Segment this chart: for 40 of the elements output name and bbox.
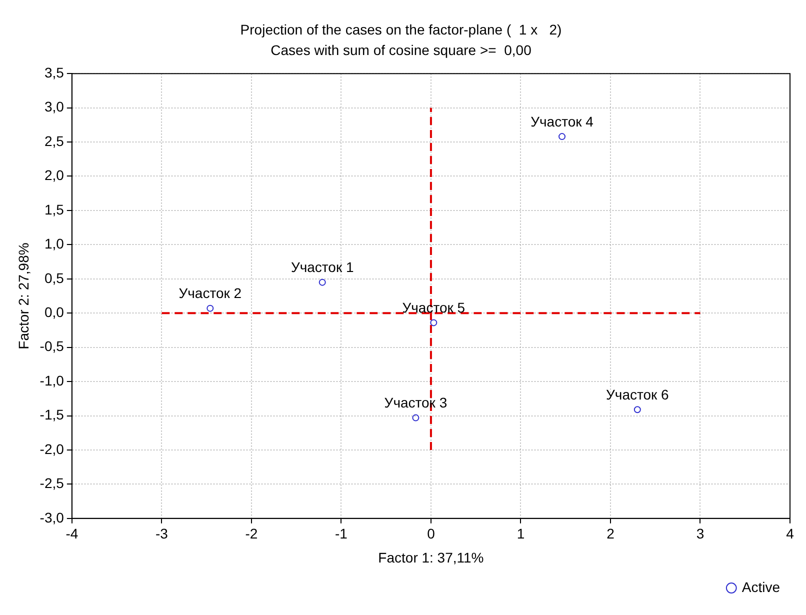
point	[634, 406, 641, 414]
point	[318, 278, 326, 286]
y-tick-label: 0,0	[44, 304, 64, 320]
x-tick-label: 0	[427, 526, 436, 542]
annotation: Участок 1	[290, 259, 354, 276]
x-axis-title: Factor 1: 37,11%	[378, 549, 484, 566]
y-tick-label: 0,5	[44, 270, 64, 286]
y-tick-label: 3,5	[44, 64, 64, 80]
point	[412, 414, 420, 422]
y-tick-label: -0,5	[40, 338, 64, 354]
y-tick-label: -3,0	[40, 509, 64, 526]
y-tick-label: -2,5	[40, 475, 64, 492]
point	[430, 319, 438, 326]
x-tick-label: 1	[516, 526, 525, 542]
x-tick-label: -4	[66, 526, 78, 542]
y-tick-label: -1,5	[40, 406, 64, 423]
x-tick-label: -2	[245, 526, 258, 542]
chart-subtitle: Cases with sum of cosine square >= 0,00	[270, 42, 532, 58]
y-tick-label: -2,0	[40, 440, 64, 457]
y-tick-label: 1,0	[44, 236, 64, 252]
annotation: Участок 4	[530, 113, 594, 130]
x-tick-label: 4	[786, 526, 794, 542]
x-tick-label: -3	[155, 526, 168, 542]
y-tick-label: -1,0	[40, 372, 64, 388]
chart-title: Projection of the cases on the factor-plane ( 1 x 2)	[240, 21, 562, 38]
annotation: Участок 3	[384, 394, 448, 411]
point	[206, 304, 214, 312]
y-tick-label: 2,5	[44, 132, 64, 149]
x-tick-label: -1	[334, 526, 348, 542]
x-tick-label: 2	[606, 526, 615, 542]
annotation: Участок 5	[402, 300, 466, 316]
y-tick-label: 3,0	[44, 98, 64, 115]
legend-label: Active	[742, 578, 780, 595]
x-tick-label: 3	[696, 526, 704, 542]
annotation: Участок 6	[606, 386, 670, 402]
point	[558, 133, 566, 140]
y-axis-title: Factor 2: 27,98%	[15, 242, 32, 350]
annotation: Участок 2	[178, 285, 242, 302]
y-tick-label: 2,0	[44, 167, 64, 184]
y-tick-label: 1,5	[44, 201, 64, 218]
